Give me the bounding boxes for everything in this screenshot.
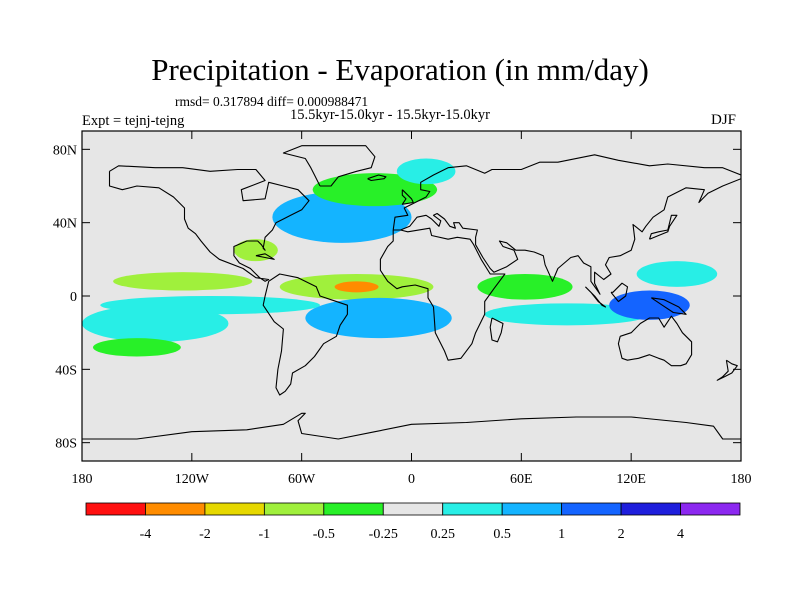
season-label: DJF — [711, 112, 737, 128]
colorbar-box — [620, 502, 681, 516]
field-region-pacific-itcz — [113, 272, 253, 291]
colorbar-box — [323, 502, 384, 516]
field-region-atlantic-itcz-core — [334, 281, 379, 293]
colorbar-label: -2 — [199, 527, 211, 542]
longitude-axis: 180 120W 60W 0 60E 120E 180 — [72, 131, 752, 487]
x-tick-label: 180 — [72, 472, 93, 487]
field-region-pacific-spcz-ring — [82, 305, 229, 342]
colorbar-box — [561, 502, 622, 516]
colorbar-label: -4 — [140, 527, 152, 542]
colorbar: -4 -2 -1 -0.5 -0.25 0.25 0.5 1 2 4 — [85, 502, 741, 542]
y-tick-label: 40S — [55, 363, 77, 378]
coastline-15 — [367, 174, 387, 182]
y-tick-label: 40N — [53, 217, 77, 232]
colorbar-label: 4 — [677, 527, 684, 542]
colorbar-box — [501, 502, 563, 516]
statistics-text: rmsd= 0.317894 diff= 0.000988471 — [175, 94, 369, 109]
colorbar-label: 2 — [618, 527, 625, 542]
coastline-11 — [650, 297, 687, 315]
colorbar-label: -0.5 — [313, 527, 335, 542]
pme-field — [82, 158, 718, 357]
coastline-9 — [585, 286, 607, 308]
field-region-maritime-continent — [609, 290, 690, 320]
colorbar-box — [263, 502, 325, 516]
field-region-norwegian-sea — [396, 158, 456, 185]
field-region-gulf-mexico — [233, 239, 278, 262]
coastline-3 — [392, 154, 741, 231]
coastline-14 — [716, 359, 738, 381]
x-tick-label: 0 — [408, 472, 415, 487]
colorbar-box — [204, 502, 265, 516]
coastline-12 — [648, 214, 678, 240]
coastline-7 — [82, 412, 741, 440]
plot-title: Precipitation - Evaporation (in mm/day) — [151, 52, 649, 87]
colorbar-box — [85, 502, 146, 516]
colorbar-label: -0.25 — [369, 527, 398, 542]
field-region-south-pacific-green — [92, 338, 181, 357]
x-tick-label: 120W — [175, 472, 210, 487]
field-region-north-atlantic-band — [312, 173, 438, 207]
field-region-east-pacific-band — [100, 296, 320, 315]
coastline-0 — [108, 165, 310, 282]
coastline-6 — [617, 315, 693, 367]
coastline-16 — [255, 253, 275, 260]
coastline-10 — [610, 282, 629, 303]
experiment-periods: 15.5kyr-15.0kyr - 15.5kyr-15.0kyr — [290, 107, 490, 123]
coastline-4 — [400, 178, 741, 295]
latitude-axis: 80N 40N 0 40S 80S — [53, 143, 741, 452]
field-region-indian-ocean-north — [477, 274, 573, 300]
coastline-13 — [489, 317, 504, 343]
colorbar-box — [145, 502, 206, 516]
field-region-south-atlantic-ring — [305, 297, 452, 339]
coastline-5 — [401, 189, 414, 205]
colorbar-box — [680, 502, 741, 516]
experiment-label: Expt = tejnj-tejng — [82, 113, 185, 129]
y-tick-label: 0 — [70, 290, 77, 305]
x-tick-label: 60E — [510, 472, 533, 487]
coastline-1 — [262, 273, 348, 396]
x-tick-label: 120E — [616, 472, 646, 487]
coastlines — [82, 145, 741, 440]
field-region-west-pacific — [636, 261, 718, 287]
colorbar-label: 0.5 — [493, 527, 511, 542]
colorbar-box — [442, 502, 503, 516]
colorbar-label: 0.25 — [430, 527, 455, 542]
colorbar-box — [382, 502, 444, 516]
colorbar-label: -1 — [259, 527, 271, 542]
x-tick-label: 180 — [731, 472, 752, 487]
field-region-indian-ocean-south — [484, 303, 650, 326]
x-tick-label: 60W — [288, 472, 316, 487]
colorbar-label: 1 — [558, 527, 565, 542]
y-tick-label: 80N — [53, 143, 77, 158]
coastline-2 — [379, 227, 506, 361]
coastline-8 — [282, 145, 376, 187]
y-tick-label: 80S — [55, 437, 77, 452]
